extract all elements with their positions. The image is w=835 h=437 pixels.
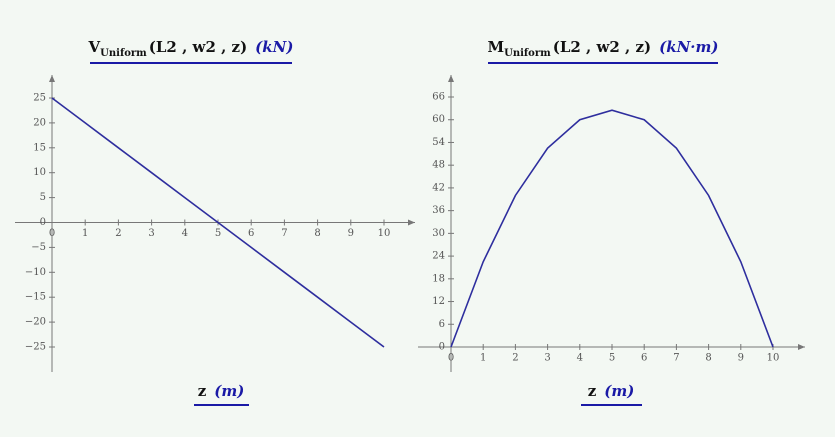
x-tick-label: 1 (480, 353, 486, 364)
y-tick-label: 54 (432, 137, 445, 148)
x-tick-label: 0 (448, 353, 454, 364)
y-tick-label: −15 (25, 292, 46, 303)
x-axis-arrow (798, 344, 805, 350)
title-subscript: Uniform (100, 48, 147, 59)
x-tick-label: 10 (378, 228, 391, 239)
title-args: (L2 , w2 , z) (149, 38, 247, 56)
y-tick-label: −10 (25, 267, 46, 278)
y-tick-label: −25 (25, 342, 46, 353)
y-tick-label: 6 (439, 319, 445, 330)
x-axis-arrow (408, 219, 415, 226)
x-tick-label: 1 (82, 228, 88, 239)
x-tick-label: 2 (115, 228, 121, 239)
x-label-symbol: z (588, 382, 597, 400)
y-tick-label: 60 (432, 114, 445, 125)
y-tick-label: 0 (439, 342, 445, 353)
x-axis-label: z (m) (588, 382, 635, 400)
x-tick-label: 4 (577, 353, 583, 364)
y-axis-arrow (49, 75, 55, 82)
y-tick-label: 36 (432, 205, 445, 216)
x-tick-label: 5 (609, 353, 615, 364)
x-axis-label: z (m) (198, 382, 245, 400)
x-tick-label: 9 (348, 228, 354, 239)
y-tick-label: 18 (432, 273, 445, 284)
x-tick-label: 3 (544, 353, 550, 364)
y-tick-label: −20 (25, 317, 46, 328)
title-unit: (kN) (255, 38, 293, 56)
x-tick-label: 7 (281, 228, 287, 239)
y-tick-label: −5 (31, 242, 46, 253)
data-line (450, 109, 774, 348)
y-tick-label: 48 (432, 160, 445, 171)
chart-title: MUniform (L2 , w2 , z) (kN·m) (487, 38, 718, 59)
x-tick-label: 9 (738, 353, 744, 364)
title-unit: (kN·m) (659, 38, 718, 56)
data-line (51, 97, 385, 348)
y-tick-label: 0 (40, 217, 46, 228)
y-tick-label: 20 (33, 117, 46, 128)
x-tick-label: 7 (673, 353, 679, 364)
x-tick-label: 6 (641, 353, 647, 364)
y-tick-label: 30 (432, 228, 445, 239)
title-symbol: V (88, 38, 101, 56)
y-tick-label: 66 (432, 92, 445, 103)
y-tick-label: 25 (33, 93, 46, 104)
y-tick-label: 5 (40, 192, 46, 203)
x-tick-label: 4 (182, 228, 188, 239)
x-label-unit: (m) (604, 382, 634, 400)
x-tick-label: 5 (215, 228, 221, 239)
x-tick-label: 3 (148, 228, 154, 239)
title-args: (L2 , w2 , z) (553, 38, 651, 56)
y-tick-label: 15 (33, 142, 46, 153)
title-symbol: M (487, 38, 504, 56)
title-subscript: Uniform (504, 48, 551, 59)
y-tick-label: 12 (432, 296, 445, 307)
x-tick-label: 0 (49, 228, 55, 239)
y-tick-label: 42 (432, 182, 445, 193)
x-tick-label: 6 (248, 228, 254, 239)
y-tick-label: 10 (33, 167, 46, 178)
x-label-symbol: z (198, 382, 207, 400)
x-tick-label: 2 (512, 353, 518, 364)
x-tick-label: 8 (314, 228, 320, 239)
y-axis-arrow (448, 75, 454, 82)
y-tick-label: 24 (432, 251, 445, 262)
x-tick-label: 8 (705, 353, 711, 364)
x-tick-label: 10 (767, 353, 780, 364)
chart-title: VUniform (L2 , w2 , z) (kN) (88, 38, 294, 59)
x-label-unit: (m) (214, 382, 244, 400)
